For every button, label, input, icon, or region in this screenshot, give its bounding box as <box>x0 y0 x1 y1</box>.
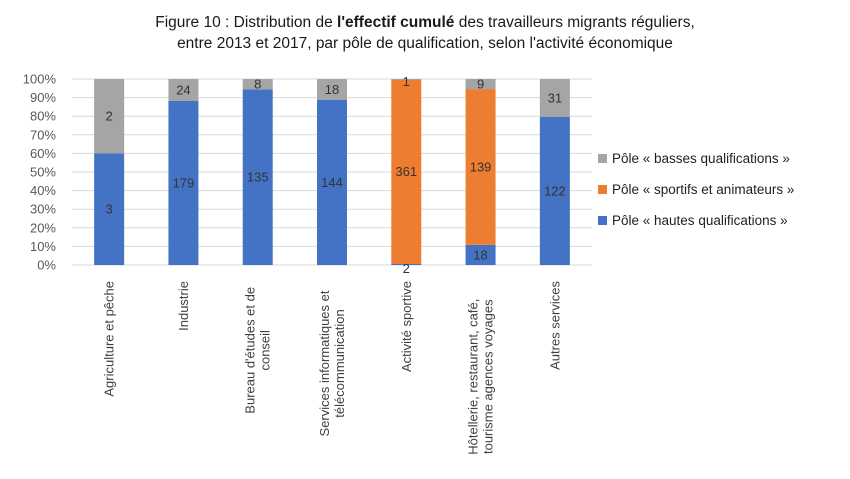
category-label-line: Autres services <box>547 281 562 370</box>
data-label: 135 <box>247 170 269 185</box>
bar-segment <box>94 153 125 265</box>
category-label-line: tourisme agences voyages <box>481 299 496 454</box>
legend-item: Pôle « basses qualifications » <box>598 148 794 169</box>
bar-segment <box>465 89 496 245</box>
y-tick-label: 60% <box>30 146 56 161</box>
title-suffix: des travailleurs migrants réguliers, <box>454 14 695 31</box>
bar-segment <box>391 79 422 264</box>
y-tick-label: 30% <box>30 202 56 217</box>
category-label-line: Industrie <box>176 281 191 331</box>
x-axis-categories: Agriculture et pêche Industrie Bureau d'ét… <box>102 281 563 455</box>
bar-segment <box>465 244 496 265</box>
bar-segment <box>391 263 422 265</box>
legend-item: Pôle « sportifs et animateurs » <box>598 179 794 200</box>
legend-item: Pôle « hautes qualifications » <box>598 210 794 231</box>
category-label-line: Activité sportive <box>399 281 414 372</box>
data-label: 9 <box>477 77 484 92</box>
data-label: 3 <box>106 202 113 217</box>
bar-segment <box>539 79 570 117</box>
y-tick-label: 80% <box>30 109 56 124</box>
data-labels: 3 2 179 24 135 8 144 18 2 361 1 18 139 9 122 31 <box>106 74 566 276</box>
y-axis-ticks: 0% 10% 20% 30% 40% 50% 60% 70% 80% 90% 100% <box>23 72 57 273</box>
category-label: Hôtellerie, restaurant, café, tourisme ag… <box>466 299 496 455</box>
bar-segment <box>391 79 422 80</box>
title-bold: l'effectif cumulé <box>337 14 455 31</box>
bar-segment <box>168 100 199 266</box>
y-tick-label: 70% <box>30 127 56 142</box>
category-label-line: Agriculture et pêche <box>102 281 117 397</box>
data-label: 361 <box>395 164 417 179</box>
legend-label: Pôle « sportifs et animateurs » <box>612 182 795 197</box>
y-tick-label: 90% <box>30 90 56 105</box>
bar-segment <box>94 79 125 154</box>
bar-segment <box>317 99 347 266</box>
data-label: 1 <box>403 74 410 89</box>
category-label: Services informatiques et télécommunicati… <box>317 290 347 436</box>
category-label-line: Bureau d'études et de <box>243 287 258 414</box>
bar-segment <box>465 79 496 90</box>
legend-label: Pôle « basses qualifications » <box>612 151 790 166</box>
legend: Pôle « basses qualifications » Pôle « spo… <box>598 148 794 241</box>
data-label: 179 <box>173 175 195 190</box>
y-tick-label: 20% <box>30 220 56 235</box>
data-label: 18 <box>473 247 487 262</box>
legend-label: Pôle « hautes qualifications » <box>612 213 788 228</box>
y-tick-label: 40% <box>30 183 56 198</box>
data-label: 139 <box>470 159 492 174</box>
category-label-line: télécommunication <box>332 309 347 417</box>
bar-segment <box>168 79 199 101</box>
category-label-line: Hôtellerie, restaurant, café, <box>466 299 481 455</box>
legend-swatch <box>598 216 607 225</box>
category-label: Industrie <box>176 281 191 331</box>
y-tick-label: 100% <box>23 72 57 87</box>
bars <box>94 79 570 266</box>
data-label: 144 <box>321 175 343 190</box>
y-tick-label: 10% <box>30 239 56 254</box>
bar-segment <box>539 116 570 265</box>
data-label: 2 <box>106 109 113 124</box>
data-label: 122 <box>544 183 566 198</box>
title-prefix: Figure 10 : Distribution de <box>155 14 338 31</box>
bar-segment <box>242 89 273 265</box>
data-label: 2 <box>403 261 410 276</box>
data-label: 18 <box>325 82 339 97</box>
data-label: 31 <box>548 90 562 105</box>
y-tick-label: 50% <box>30 165 56 180</box>
legend-swatch <box>598 154 607 163</box>
category-label: Activité sportive <box>399 281 414 372</box>
category-label: Autres services <box>547 281 562 370</box>
title-line2: entre 2013 et 2017, par pôle de qualific… <box>177 35 673 52</box>
category-label-line: conseil <box>258 330 273 371</box>
bar-segment <box>242 79 273 90</box>
category-label: Bureau d'études et de conseil <box>243 287 273 414</box>
category-label: Agriculture et pêche <box>102 281 117 397</box>
data-label: 8 <box>254 77 261 92</box>
y-tick-label: 0% <box>37 258 56 273</box>
bar-segment <box>317 79 347 100</box>
data-label: 24 <box>176 82 190 97</box>
category-label-line: Services informatiques et <box>317 290 332 436</box>
legend-swatch <box>598 185 607 194</box>
chart-title: Figure 10 : Distribution de l'effectif c… <box>0 12 850 54</box>
